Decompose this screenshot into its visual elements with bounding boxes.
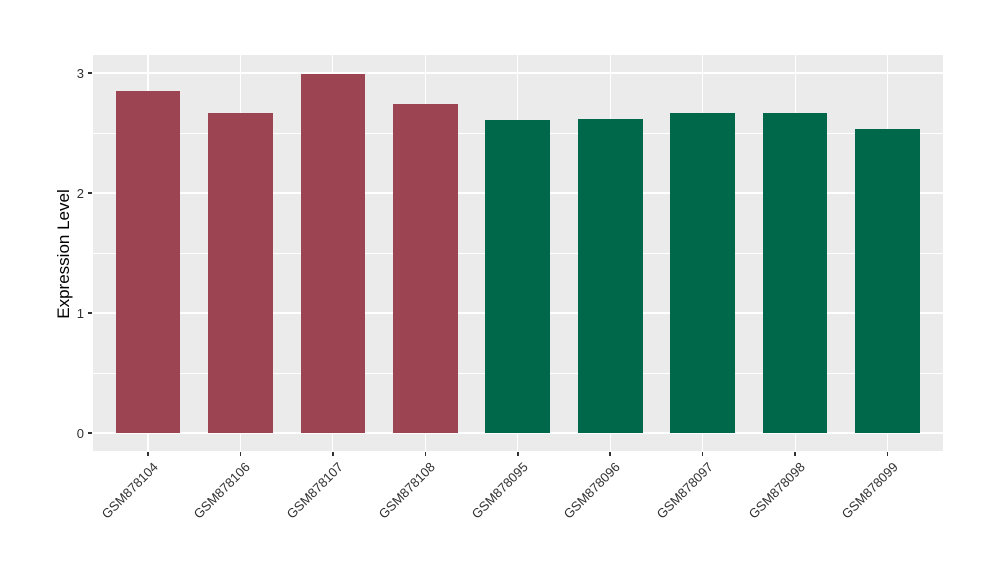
y-axis-tick [88, 72, 92, 74]
x-axis-tick [794, 451, 796, 456]
bar-GSM878108 [392, 104, 458, 433]
bar-GSM878104 [115, 91, 181, 433]
y-axis-tick [88, 432, 92, 434]
y-tick-label: 3 [76, 65, 84, 81]
x-axis-tick [332, 451, 334, 456]
bar-GSM878099 [855, 129, 920, 433]
y-tick-label: 1 [76, 305, 84, 321]
x-tick-label: GSM878106 [191, 459, 254, 522]
x-axis-tick [517, 451, 519, 456]
x-tick-label: GSM878097 [653, 459, 716, 522]
plot-panel [92, 55, 943, 451]
y-axis-tick [88, 312, 92, 314]
bar-GSM878107 [300, 74, 366, 433]
x-axis-tick [701, 451, 704, 456]
x-tick-label: GSM878099 [838, 459, 901, 522]
x-tick-label: GSM878108 [375, 459, 439, 522]
x-axis-tick [147, 451, 149, 456]
x-axis-tick [239, 451, 242, 456]
bar-GSM878106 [208, 112, 273, 433]
bar-GSM878096 [577, 118, 643, 433]
x-axis-tick [609, 451, 611, 456]
y-axis-title: Expression Level [54, 189, 73, 319]
x-tick-label: GSM878104 [98, 459, 161, 522]
x-tick-label: GSM878095 [468, 459, 531, 522]
y-axis-tick [88, 192, 92, 194]
y-tick-label: 0 [76, 425, 84, 441]
x-tick-label: GSM878098 [745, 459, 808, 522]
bar-GSM878095 [485, 119, 551, 433]
x-axis-tick [424, 451, 427, 456]
bar-GSM878097 [670, 112, 735, 433]
x-tick-label: GSM878096 [560, 459, 624, 522]
x-axis-tick [886, 451, 889, 456]
bar-GSM878098 [762, 112, 828, 433]
y-tick-label: 2 [76, 185, 84, 201]
x-tick-label: GSM878107 [283, 459, 346, 522]
